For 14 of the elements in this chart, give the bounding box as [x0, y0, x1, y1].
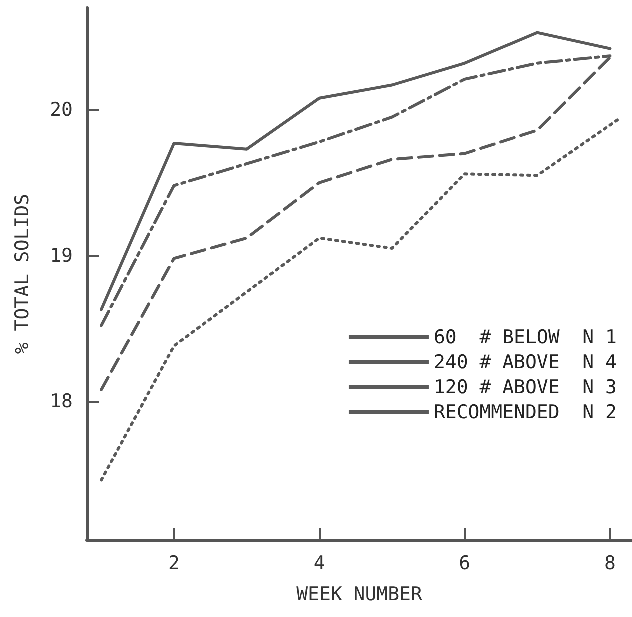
y-tick-label: 19: [50, 244, 73, 267]
x-tick-label: 8: [604, 552, 616, 574]
legend-label: 120 # ABOVE N 3: [434, 376, 618, 398]
x-tick-label: 2: [168, 552, 180, 574]
legend-label: 240 # ABOVE N 4: [434, 352, 618, 374]
y-axis-title: % TOTAL SOLIDS: [12, 194, 34, 354]
legend-label: 60 # BELOW N 1: [434, 326, 618, 348]
x-tick-label: 4: [314, 552, 326, 574]
legend-label: RECOMMENDED N 2: [434, 402, 618, 424]
y-tick-label: 18: [50, 390, 73, 413]
line-series: [100, 118, 619, 482]
y-tick-label: 20: [50, 99, 73, 122]
x-tick-label: 6: [459, 552, 471, 574]
x-axis-title: WEEK NUMBER: [296, 584, 423, 606]
